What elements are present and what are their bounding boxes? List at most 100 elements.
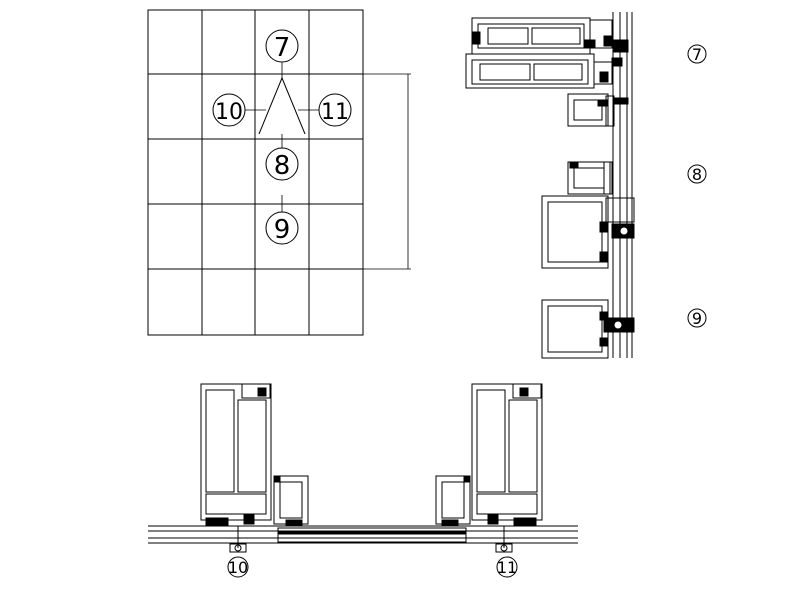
profile-outline (471, 383, 543, 521)
vent-glass-edge (277, 530, 467, 535)
profile-outline (541, 299, 609, 359)
callout-10: 10 (212, 93, 246, 127)
callout-circle (318, 93, 352, 127)
right-vent-frame (435, 475, 471, 527)
profile-outline (273, 475, 309, 525)
vent-sash-upper (567, 93, 629, 127)
profile-chamber (479, 63, 531, 81)
gasket (205, 517, 229, 527)
clip-profile (593, 61, 613, 85)
profile-chamber (508, 399, 538, 493)
profile-outline (567, 93, 609, 127)
callout-circle (265, 29, 299, 63)
bottom-transom-profile (541, 299, 635, 359)
silicone-seal (613, 97, 629, 105)
section-label: 9 (692, 309, 702, 328)
section-label-7: 7 (687, 44, 707, 64)
profile-chamber (476, 389, 506, 493)
profile-inner (573, 99, 603, 121)
callout-label: 11 (321, 100, 349, 125)
callout-label: 10 (215, 100, 243, 125)
profile-inner (547, 201, 603, 263)
profile-chamber (205, 389, 235, 493)
gasket (285, 519, 303, 527)
gasket (441, 519, 459, 527)
section-label: 8 (692, 165, 702, 184)
vertical-section-detail: 7 8 9 (465, 12, 707, 359)
silicone-seal (613, 39, 629, 53)
profile-chamber (237, 399, 267, 493)
section-label: 7 (692, 45, 702, 64)
sash-bead (603, 161, 613, 195)
callout-label: 9 (274, 215, 291, 245)
callout-circle (212, 93, 246, 127)
left-mullion-profile (200, 383, 272, 553)
top-transom-profile (465, 17, 629, 89)
silicone-seal (611, 57, 623, 67)
gasket (519, 387, 529, 397)
middle-transom-profile (541, 195, 635, 269)
profile-inner (471, 59, 589, 85)
screw (613, 320, 623, 330)
profile-lip (241, 383, 271, 399)
horizontal-section-detail: 10 11 (148, 383, 578, 578)
profile-lip (512, 383, 542, 399)
section-label: 10 (228, 558, 248, 577)
section-label-8: 8 (687, 164, 707, 184)
profile-chamber (533, 63, 583, 81)
label-circle (687, 164, 707, 184)
profile-inner (573, 167, 605, 189)
gasket (599, 71, 609, 83)
section-label-9: 9 (687, 308, 707, 328)
label-circle (687, 308, 707, 328)
gasket (599, 251, 609, 263)
gasket (569, 161, 579, 169)
profile-base (476, 493, 538, 515)
callout-label: 7 (274, 33, 291, 63)
label-circle (496, 556, 518, 578)
section-label-11: 11 (496, 556, 518, 578)
profile-chamber (531, 27, 581, 45)
screw (619, 226, 629, 236)
gasket (599, 337, 609, 347)
callout-circle (265, 211, 299, 245)
gasket (599, 221, 609, 233)
section-label-10: 10 (227, 556, 249, 578)
clip-profile (605, 197, 635, 223)
gasket (471, 31, 481, 45)
label-circle (687, 44, 707, 64)
profile-inner (441, 481, 465, 519)
callout-circle (265, 147, 299, 181)
elevation-grid: 7 10 11 8 9 (147, 9, 411, 336)
sash-bead (605, 95, 615, 127)
callout-8: 8 (265, 147, 299, 181)
section-label: 11 (497, 558, 517, 577)
right-mullion-profile (471, 383, 543, 553)
callout-9: 9 (265, 211, 299, 245)
profile-chamber (487, 27, 529, 45)
vent-opening-triangle (258, 76, 306, 135)
gasket (487, 513, 499, 525)
profile-outline (567, 161, 611, 195)
profile-outline (541, 195, 609, 269)
gasket (273, 475, 281, 483)
clip-profile (589, 19, 613, 49)
gasket (603, 35, 613, 47)
profile-base (205, 493, 267, 515)
vent-glass-unit (277, 527, 467, 543)
callout-11: 11 (318, 93, 352, 127)
vent-sash-lower (567, 161, 613, 195)
profile-inner (547, 305, 603, 353)
profile-inner (279, 481, 303, 519)
callout-label: 8 (274, 151, 291, 181)
left-vent-frame (273, 475, 309, 527)
profile-outline (471, 17, 591, 55)
gasket (513, 517, 537, 527)
callout-7: 7 (265, 29, 299, 63)
profile-outline (200, 383, 272, 521)
gasket (257, 387, 267, 397)
profile-outline (435, 475, 471, 525)
gasket (243, 513, 255, 525)
gasket (463, 475, 471, 483)
